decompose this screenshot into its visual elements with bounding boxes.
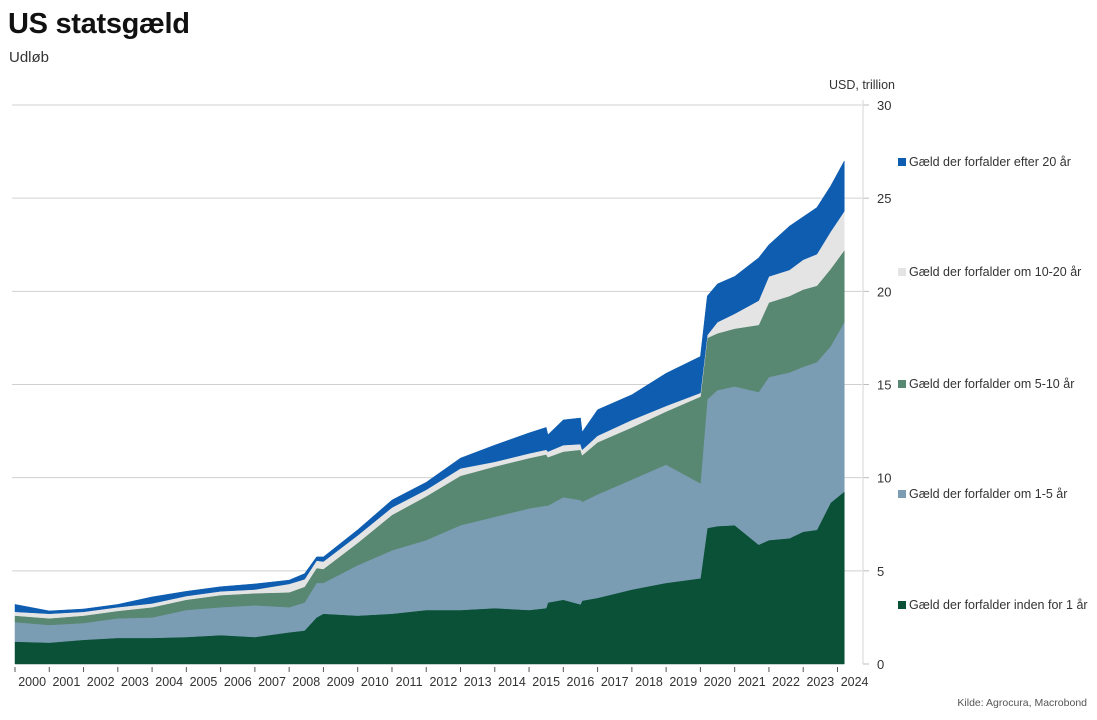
y-tick-label: 5 xyxy=(877,564,884,579)
x-tick-label: 2016 xyxy=(567,675,595,689)
x-tick-label: 2008 xyxy=(292,675,320,689)
x-tick-label: 2014 xyxy=(498,675,526,689)
y-tick-label: 0 xyxy=(877,657,884,672)
legend-swatch xyxy=(898,380,906,388)
chart-title: US statsgæld xyxy=(8,8,190,40)
legend-item: Gæld der forfalder om 10-20 år xyxy=(898,265,1081,279)
y-axis-unit-label: USD, trillion xyxy=(829,78,895,92)
x-tick-label: 2012 xyxy=(429,675,457,689)
legend-label: Gæld der forfalder om 5-10 år xyxy=(909,377,1075,391)
x-tick-label: 2004 xyxy=(155,675,183,689)
axes: 0 5 10 15 20 25 30 2000 2001 2002 2003 2004 2005 2006… xyxy=(14,98,891,689)
y-tick-label: 20 xyxy=(877,284,891,299)
x-tick-label: 2002 xyxy=(87,675,115,689)
x-tick-label: 2000 xyxy=(18,675,46,689)
legend-swatch xyxy=(898,158,906,166)
legend-swatch xyxy=(898,601,906,609)
x-tick-label: 2020 xyxy=(704,675,732,689)
legend-item: Gæld der forfalder inden for 1 år xyxy=(898,598,1088,612)
y-tick-label: 10 xyxy=(877,471,891,486)
x-tick-label: 2010 xyxy=(361,675,389,689)
x-tick-label: 2009 xyxy=(327,675,355,689)
x-tick-label: 2007 xyxy=(258,675,286,689)
x-tick-label: 2024 xyxy=(841,675,869,689)
x-tick-label: 2023 xyxy=(806,675,834,689)
legend-item: Gæld der forfalder efter 20 år xyxy=(898,155,1071,169)
x-tick-label: 2022 xyxy=(772,675,800,689)
y-tick-label: 25 xyxy=(877,191,891,206)
x-tick-label: 2001 xyxy=(52,675,80,689)
legend-item: Gæld der forfalder om 5-10 år xyxy=(898,377,1074,391)
x-tick-label: 2011 xyxy=(396,675,423,689)
area-series xyxy=(14,160,845,665)
x-tick-label: 2019 xyxy=(669,675,697,689)
x-tick-label: 2018 xyxy=(635,675,663,689)
y-tick-label: 30 xyxy=(877,98,891,113)
legend-item: Gæld der forfalder om 1-5 år xyxy=(898,487,1067,501)
x-tick-label: 2005 xyxy=(190,675,218,689)
x-tick-label: 2021 xyxy=(738,675,766,689)
x-tick-label: 2015 xyxy=(532,675,560,689)
legend-swatch xyxy=(898,268,906,276)
legend-label: Gæld der forfalder efter 20 år xyxy=(909,155,1071,169)
x-tick-label: 2006 xyxy=(224,675,252,689)
x-tick-label: 2017 xyxy=(601,675,629,689)
y-tick-label: 15 xyxy=(877,378,891,393)
legend-label: Gæld der forfalder inden for 1 år xyxy=(909,598,1088,612)
x-tick-label: 2013 xyxy=(464,675,492,689)
source-note: Kilde: Agrocura, Macrobond xyxy=(957,697,1087,709)
legend-swatch xyxy=(898,490,906,498)
legend-label: Gæld der forfalder om 10-20 år xyxy=(909,265,1082,279)
chart-subtitle: Udløb xyxy=(9,49,50,66)
legend-label: Gæld der forfalder om 1-5 år xyxy=(909,487,1068,501)
x-tick-label: 2003 xyxy=(121,675,149,689)
area-g-ld-der-forfalder-efter-20-r xyxy=(14,160,845,614)
